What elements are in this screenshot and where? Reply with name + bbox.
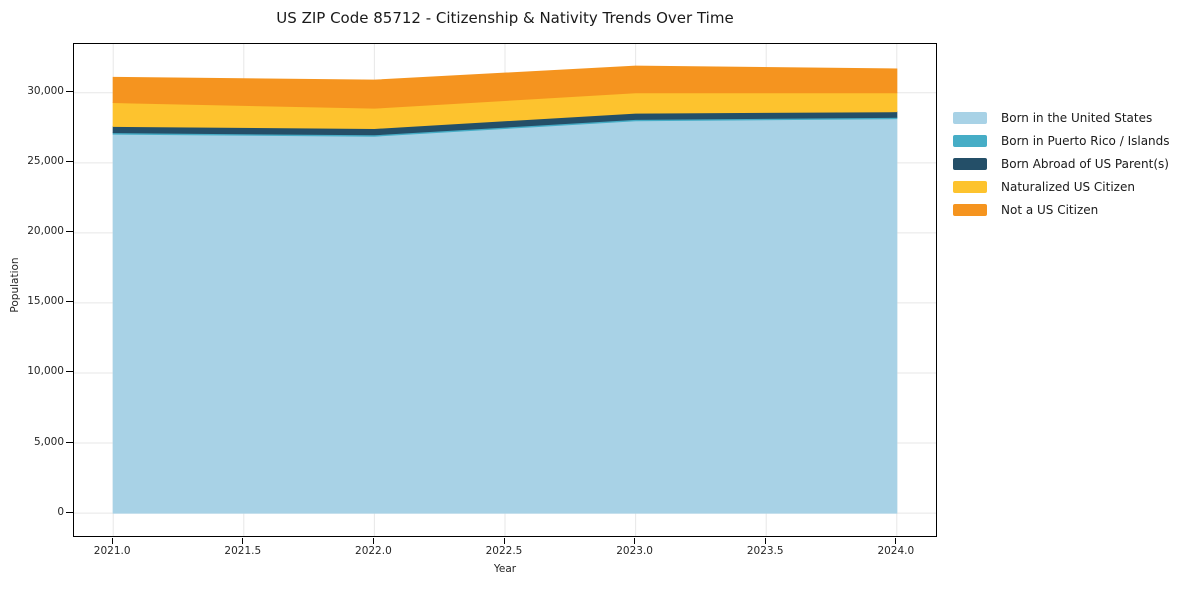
legend: Born in the United States Born in Puerto … (953, 106, 1170, 221)
y-tick-label: 25,000 (27, 155, 64, 168)
x-tick-mark (503, 538, 505, 544)
y-tick-label: 15,000 (27, 295, 64, 308)
legend-label: Born in Puerto Rico / Islands (1001, 133, 1170, 148)
y-tick-mark (66, 371, 73, 373)
x-tick-label: 2021.5 (224, 545, 262, 557)
y-tick-mark (66, 161, 73, 163)
y-tick-label: 10,000 (27, 365, 64, 378)
y-tick-mark (66, 301, 73, 303)
x-tick-mark (242, 538, 244, 544)
x-tick-mark (634, 538, 636, 544)
chart-title: US ZIP Code 85712 - Citizenship & Nativi… (276, 9, 734, 27)
x-tick-label: 2023.0 (616, 545, 653, 557)
legend-item: Naturalized US Citizen (953, 175, 1170, 198)
x-tick-mark (111, 538, 113, 544)
legend-item: Born in Puerto Rico / Islands (953, 129, 1170, 152)
legend-item: Not a US Citizen (953, 198, 1170, 221)
legend-swatch (953, 180, 987, 193)
x-tick-label: 2022.0 (355, 545, 392, 557)
legend-item: Born in the United States (953, 106, 1170, 129)
legend-label: Not a US Citizen (1001, 202, 1099, 217)
x-tick-label: 2023.5 (746, 545, 784, 557)
y-tick-mark (66, 441, 73, 443)
y-tick-mark (66, 231, 73, 233)
y-tick-label: 20,000 (27, 225, 64, 238)
y-axis-label: Population (9, 257, 21, 313)
x-axis-label: Year (493, 563, 517, 575)
legend-label: Naturalized US Citizen (1001, 179, 1135, 194)
y-tick-mark (66, 511, 73, 513)
x-tick-mark (372, 538, 374, 544)
stacked-area-chart (74, 44, 936, 536)
x-tick-label: 2022.5 (485, 545, 523, 557)
x-tick-label: 2021.0 (93, 545, 131, 557)
x-tick-label: 2024.0 (877, 545, 915, 557)
y-tick-label: 5,000 (33, 435, 64, 448)
legend-label: Born in the United States (1001, 110, 1153, 125)
legend-swatch (953, 111, 987, 124)
legend-label: Born Abroad of US Parent(s) (1001, 156, 1169, 171)
legend-swatch (953, 157, 987, 170)
y-tick-label: 0 (57, 505, 64, 518)
x-tick-mark (895, 538, 897, 544)
area-series-born-in-the-united-states (112, 118, 898, 514)
legend-swatch (953, 203, 987, 216)
area-series-not-a-us-citizen (112, 65, 898, 109)
legend-item: Born Abroad of US Parent(s) (953, 152, 1170, 175)
x-tick-mark (764, 538, 766, 544)
y-tick-mark (66, 91, 73, 93)
legend-swatch (953, 134, 987, 147)
plot-area (73, 43, 937, 537)
y-tick-label: 30,000 (27, 85, 64, 98)
